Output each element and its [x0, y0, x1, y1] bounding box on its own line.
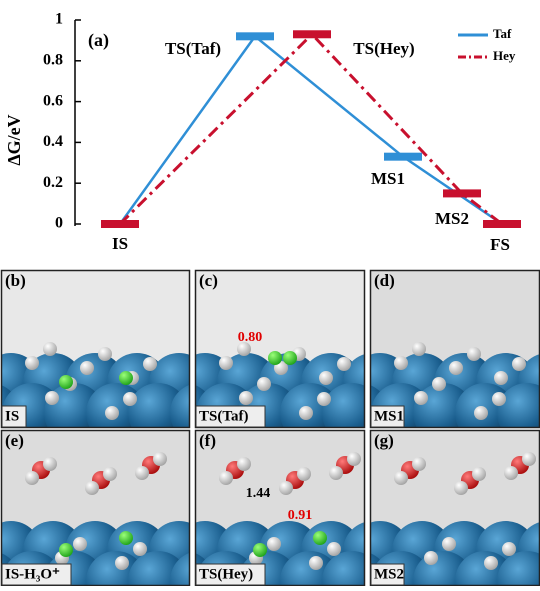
hydrogen [43, 342, 57, 356]
hydrogen [454, 481, 468, 495]
hydrogen [449, 361, 463, 375]
adsorbate [268, 351, 282, 365]
y-tick-label: 0 [55, 215, 63, 232]
hydrogen [219, 471, 233, 485]
hydrogen [98, 347, 112, 361]
panel-caption: IS-H₃O⁺ [5, 566, 60, 582]
hydrogen [502, 542, 516, 556]
hydrogen [219, 356, 233, 370]
legend-label: Taf [493, 26, 512, 41]
energy-level [483, 220, 521, 228]
panel-label: (d) [374, 271, 395, 290]
figure: (a) ΔG/eV 0 0.2 0.4 0.6 0.8 1 IS TS(Taf) TS(Hey)… [0, 0, 540, 586]
hydrogen [317, 392, 331, 406]
hydrogen [347, 452, 361, 466]
hydrogen [105, 406, 119, 420]
hydrogen [85, 481, 99, 495]
hydrogen [279, 481, 293, 495]
energy-level [384, 153, 422, 161]
hydrogen [123, 392, 137, 406]
hydrogen [442, 537, 456, 551]
hydrogen [25, 356, 39, 370]
state-label: FS [490, 235, 510, 254]
panel-caption: TS(Hey) [199, 566, 253, 582]
panel-caption: MS2 [374, 566, 404, 582]
hydrogen [412, 457, 426, 471]
panel-label: (g) [374, 431, 394, 450]
hydrogen [512, 357, 526, 371]
hydrogen [43, 457, 57, 471]
adsorbate [59, 375, 73, 389]
adsorbate [283, 351, 297, 365]
hydrogen [522, 452, 536, 466]
hydrogen [133, 542, 147, 556]
hydrogen [484, 556, 498, 570]
hydrogen [494, 371, 508, 385]
hydrogen [239, 391, 253, 405]
state-label: TS(Taf) [165, 39, 221, 58]
y-tick-label: 0.2 [43, 174, 63, 191]
hydrogen [237, 457, 251, 471]
hydrogen [25, 471, 39, 485]
hydrogen [467, 347, 481, 361]
energy-level [101, 220, 139, 228]
hydrogen [474, 406, 488, 420]
annotation: 1.44 [246, 486, 271, 501]
hydrogen [267, 537, 281, 551]
adsorbate [59, 543, 73, 557]
hydrogen [297, 467, 311, 481]
hydrogen [492, 392, 506, 406]
y-tick-label: 0.8 [43, 51, 63, 68]
panel-label: (b) [5, 271, 26, 290]
hydrogen [394, 356, 408, 370]
hydrogen [45, 391, 59, 405]
adsorbate [119, 531, 133, 545]
panel-caption: TS(Taf) [199, 408, 248, 424]
hydrogen [319, 371, 333, 385]
state-label: MS1 [371, 169, 405, 188]
hydrogen [412, 342, 426, 356]
panel-label: (c) [199, 271, 218, 290]
hydrogen [309, 556, 323, 570]
annotation: 0.91 [288, 508, 313, 523]
y-axis-label: ΔG/eV [4, 114, 24, 165]
hydrogen [472, 467, 486, 481]
legend-label: Hey [493, 48, 516, 63]
hydrogen [135, 466, 149, 480]
y-tick-label: 1 [55, 11, 63, 28]
state-label: TS(Hey) [353, 39, 414, 58]
hydrogen [432, 377, 446, 391]
hydrogen [257, 377, 271, 391]
hydrogen [73, 537, 87, 551]
adsorbate [253, 543, 267, 557]
energy-level [443, 189, 481, 197]
y-tick-label: 0.6 [43, 92, 63, 109]
state-label: IS [112, 234, 128, 253]
hydrogen [337, 357, 351, 371]
energy-level [293, 30, 331, 38]
hydrogen [329, 466, 343, 480]
annotation: 0.80 [238, 330, 263, 345]
hydrogen [115, 556, 129, 570]
panel-label: (e) [5, 431, 24, 450]
adsorbate [119, 371, 133, 385]
adsorbate [313, 531, 327, 545]
panel-caption: MS1 [374, 408, 404, 424]
hydrogen [299, 406, 313, 420]
hydrogen [143, 357, 157, 371]
panel-label: (a) [88, 30, 109, 51]
hydrogen [394, 471, 408, 485]
hydrogen [80, 361, 94, 375]
panel-label: (f) [199, 431, 216, 450]
y-tick-label: 0.4 [43, 133, 63, 150]
hydrogen [504, 466, 518, 480]
hydrogen [327, 542, 341, 556]
panel-caption: IS [5, 408, 19, 424]
hydrogen [414, 391, 428, 405]
energy-level [236, 32, 274, 40]
state-label: MS2 [435, 209, 469, 228]
hydrogen [424, 551, 438, 565]
hydrogen [103, 467, 117, 481]
hydrogen [153, 452, 167, 466]
